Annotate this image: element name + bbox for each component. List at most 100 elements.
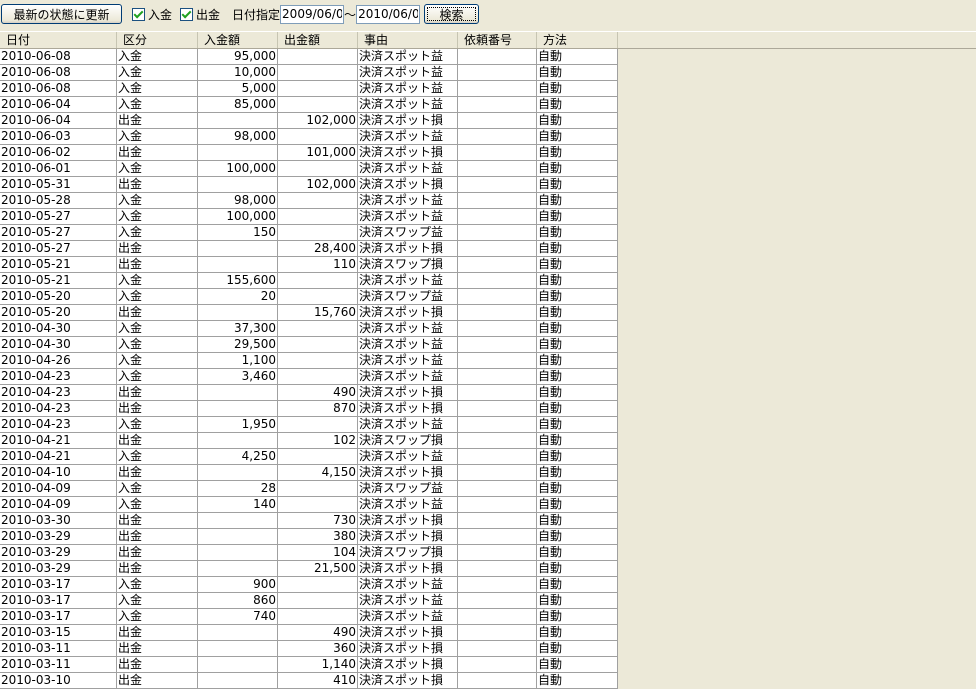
cell-method: 自動	[537, 529, 618, 545]
refresh-button[interactable]: 最新の状態に更新	[1, 4, 122, 24]
table-row[interactable]: 2010-05-28 入金 98,000 決済スポット益 自動	[0, 193, 618, 209]
table-row[interactable]: 2010-03-29 出金 104 決済スワップ損 自動	[0, 545, 618, 561]
column-header-reason[interactable]: 事由	[358, 32, 458, 48]
cell-deposit	[198, 113, 278, 129]
checkbox-checked-icon[interactable]	[180, 7, 194, 21]
table-row[interactable]: 2010-05-20 出金 15,760 決済スポット損 自動	[0, 305, 618, 321]
cell-type: 出金	[117, 465, 198, 481]
cell-type: 出金	[117, 305, 198, 321]
table-row[interactable]: 2010-03-17 入金 740 決済スポット益 自動	[0, 609, 618, 625]
cell-date: 2010-05-20	[0, 289, 117, 305]
table-row[interactable]: 2010-04-21 出金 102 決済スワップ損 自動	[0, 433, 618, 449]
cell-type: 入金	[117, 353, 198, 369]
cell-withdrawal	[278, 225, 358, 241]
table-row[interactable]: 2010-04-30 入金 29,500 決済スポット益 自動	[0, 337, 618, 353]
table-row[interactable]: 2010-05-27 入金 100,000 決済スポット益 自動	[0, 209, 618, 225]
cell-request-no	[458, 49, 537, 65]
table-row[interactable]: 2010-06-01 入金 100,000 決済スポット益 自動	[0, 161, 618, 177]
transactions-grid: 日付 区分 入金額 出金額 事由 依頼番号 方法 2010-06-08 入金 95,000 決済ス…	[0, 31, 976, 689]
cell-request-no	[458, 337, 537, 353]
column-header-type[interactable]: 区分	[117, 32, 198, 48]
table-row[interactable]: 2010-04-21 入金 4,250 決済スポット益 自動	[0, 449, 618, 465]
table-row[interactable]: 2010-03-17 入金 900 決済スポット益 自動	[0, 577, 618, 593]
cell-withdrawal: 110	[278, 257, 358, 273]
table-row[interactable]: 2010-03-30 出金 730 決済スポット損 自動	[0, 513, 618, 529]
cell-withdrawal: 490	[278, 385, 358, 401]
table-row[interactable]: 2010-03-29 出金 21,500 決済スポット損 自動	[0, 561, 618, 577]
table-row[interactable]: 2010-03-11 出金 360 決済スポット損 自動	[0, 641, 618, 657]
table-row[interactable]: 2010-04-23 入金 3,460 決済スポット益 自動	[0, 369, 618, 385]
cell-request-no	[458, 145, 537, 161]
table-row[interactable]: 2010-04-30 入金 37,300 決済スポット益 自動	[0, 321, 618, 337]
cell-reason: 決済スポット損	[358, 305, 458, 321]
cell-request-no	[458, 257, 537, 273]
date-to-input[interactable]	[356, 4, 421, 24]
cell-reason: 決済スポット損	[358, 145, 458, 161]
table-row[interactable]: 2010-05-21 出金 110 決済スワップ損 自動	[0, 257, 618, 273]
table-row[interactable]: 2010-03-17 入金 860 決済スポット益 自動	[0, 593, 618, 609]
column-header-method[interactable]: 方法	[537, 32, 618, 48]
cell-date: 2010-03-11	[0, 641, 117, 657]
cell-reason: 決済スポット益	[358, 577, 458, 593]
cell-deposit: 860	[198, 593, 278, 609]
table-row[interactable]: 2010-05-27 入金 150 決済スワップ益 自動	[0, 225, 618, 241]
table-row[interactable]: 2010-06-04 入金 85,000 決済スポット益 自動	[0, 97, 618, 113]
table-row[interactable]: 2010-06-04 出金 102,000 決済スポット損 自動	[0, 113, 618, 129]
cell-withdrawal	[278, 209, 358, 225]
search-button[interactable]: 検索	[424, 4, 480, 24]
cell-withdrawal: 1,140	[278, 657, 358, 673]
cell-reason: 決済スワップ益	[358, 289, 458, 305]
table-row[interactable]: 2010-03-11 出金 1,140 決済スポット損 自動	[0, 657, 618, 673]
cell-reason: 決済スポット損	[358, 625, 458, 641]
table-row[interactable]: 2010-06-08 入金 5,000 決済スポット益 自動	[0, 81, 618, 97]
table-row[interactable]: 2010-04-26 入金 1,100 決済スポット益 自動	[0, 353, 618, 369]
table-row[interactable]: 2010-04-23 入金 1,950 決済スポット益 自動	[0, 417, 618, 433]
table-row[interactable]: 2010-06-08 入金 10,000 決済スポット益 自動	[0, 65, 618, 81]
table-row[interactable]: 2010-06-02 出金 101,000 決済スポット損 自動	[0, 145, 618, 161]
cell-reason: 決済スポット益	[358, 353, 458, 369]
cell-request-no	[458, 81, 537, 97]
table-row[interactable]: 2010-03-15 出金 490 決済スポット損 自動	[0, 625, 618, 641]
cell-reason: 決済スポット損	[358, 529, 458, 545]
cell-date: 2010-06-03	[0, 129, 117, 145]
table-row[interactable]: 2010-06-08 入金 95,000 決済スポット益 自動	[0, 49, 618, 65]
cell-reason: 決済スポット益	[358, 593, 458, 609]
cell-withdrawal	[278, 593, 358, 609]
column-header-deposit[interactable]: 入金額	[198, 32, 278, 48]
table-row[interactable]: 2010-04-10 出金 4,150 決済スポット損 自動	[0, 465, 618, 481]
date-from-input[interactable]	[280, 4, 345, 24]
cell-deposit: 5,000	[198, 81, 278, 97]
cell-type: 出金	[117, 625, 198, 641]
cell-date: 2010-03-17	[0, 593, 117, 609]
column-header-request-no[interactable]: 依頼番号	[458, 32, 537, 48]
table-row[interactable]: 2010-04-09 入金 140 決済スポット益 自動	[0, 497, 618, 513]
cell-withdrawal	[278, 481, 358, 497]
column-header-date[interactable]: 日付	[0, 32, 117, 48]
cell-reason: 決済スポット損	[358, 641, 458, 657]
table-row[interactable]: 2010-06-03 入金 98,000 決済スポット益 自動	[0, 129, 618, 145]
cell-deposit: 100,000	[198, 209, 278, 225]
table-row[interactable]: 2010-04-09 入金 28 決済スワップ益 自動	[0, 481, 618, 497]
column-header-withdrawal[interactable]: 出金額	[278, 32, 358, 48]
table-row[interactable]: 2010-05-21 入金 155,600 決済スポット益 自動	[0, 273, 618, 289]
table-row[interactable]: 2010-05-20 入金 20 決済スワップ益 自動	[0, 289, 618, 305]
cell-type: 入金	[117, 609, 198, 625]
table-row[interactable]: 2010-05-27 出金 28,400 決済スポット損 自動	[0, 241, 618, 257]
cell-type: 出金	[117, 657, 198, 673]
cell-date: 2010-06-08	[0, 49, 117, 65]
cell-request-no	[458, 97, 537, 113]
table-row[interactable]: 2010-03-10 出金 410 決済スポット損 自動	[0, 673, 618, 689]
cell-method: 自動	[537, 673, 618, 689]
table-row[interactable]: 2010-04-23 出金 490 決済スポット損 自動	[0, 385, 618, 401]
withdraw-checkbox[interactable]: 出金	[180, 6, 220, 23]
cell-type: 出金	[117, 673, 198, 689]
table-row[interactable]: 2010-04-23 出金 870 決済スポット損 自動	[0, 401, 618, 417]
cell-type: 出金	[117, 545, 198, 561]
grid-body: 2010-06-08 入金 95,000 決済スポット益 自動 2010-06-08 入金 1…	[0, 49, 976, 689]
checkbox-checked-icon[interactable]	[132, 7, 145, 21]
table-row[interactable]: 2010-03-29 出金 380 決済スポット損 自動	[0, 529, 618, 545]
deposit-checkbox[interactable]: 入金	[132, 6, 172, 23]
cell-type: 出金	[117, 433, 198, 449]
cell-method: 自動	[537, 465, 618, 481]
table-row[interactable]: 2010-05-31 出金 102,000 決済スポット損 自動	[0, 177, 618, 193]
